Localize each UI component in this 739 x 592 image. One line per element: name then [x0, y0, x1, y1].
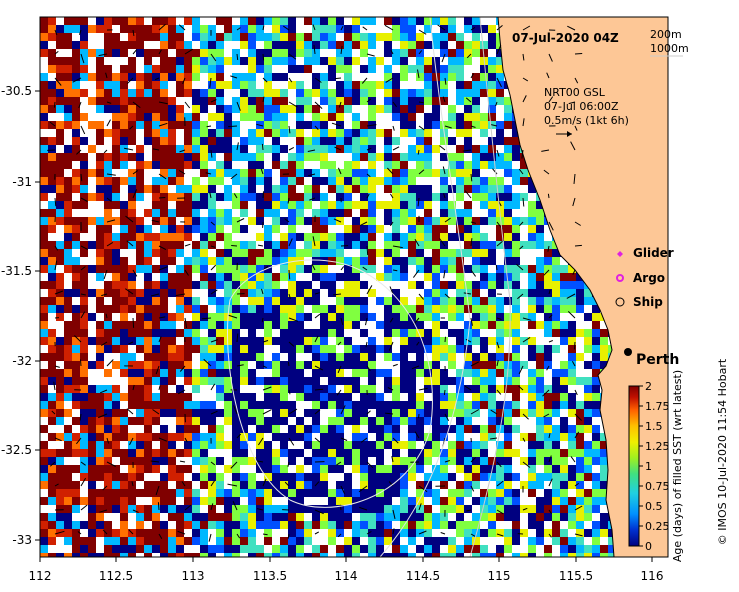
x-tick-label: 115.5	[559, 569, 593, 583]
city-marker-icon	[624, 348, 632, 356]
land-mass	[497, 17, 668, 557]
colorbar-tick-label: 0	[645, 540, 652, 553]
x-tick-label: 113	[182, 569, 205, 583]
current-scale-label: 0.5m/s (1kt 6h)	[544, 114, 629, 127]
argo-marker-icon	[616, 274, 624, 282]
x-tick-label: 114	[335, 569, 358, 583]
current-scale-arrow-head	[567, 131, 572, 137]
colorbar-tick-label: 0.5	[645, 500, 663, 513]
colorbar-label: Age (days) of filled SST (wrt latest)	[671, 370, 684, 562]
depth-legend-1000m: 1000m	[650, 42, 689, 55]
colorbar-tick-label: 0.25	[645, 520, 670, 533]
credit-label: © IMOS 10-Jul-2020 11:54 Hobart	[716, 358, 729, 545]
y-tick-label: -30.5	[1, 84, 32, 98]
y-tick-label: -31	[12, 175, 32, 189]
colorbar-ticks: 2 1.75 1.5 1.25 1 0.75 0.5 0.25 0	[639, 380, 670, 553]
sst-cell-layer	[40, 17, 616, 557]
y-tick-label: -32.5	[1, 443, 32, 457]
colorbar-tick-label: 1	[645, 460, 652, 473]
y-tick-label: -31.5	[1, 264, 32, 278]
contour-200m	[469, 17, 511, 557]
glider-marker-icon	[617, 251, 623, 257]
current-time-label: 07-Jul 06:00Z	[544, 100, 619, 113]
x-tick-label: 112	[29, 569, 52, 583]
x-tick-label: 115	[488, 569, 511, 583]
x-tick-label: 112.5	[99, 569, 133, 583]
colorbar	[628, 385, 640, 547]
legend-glider: Glider	[633, 246, 674, 260]
x-axis-ticks: 112 112.5 113 113.5 114 114.5 115 115.5 116	[29, 557, 664, 583]
colorbar-tick-label: 0.75	[645, 480, 670, 493]
ship-marker-icon	[615, 297, 625, 307]
y-tick-label: -32	[12, 354, 32, 368]
x-tick-label: 114.5	[406, 569, 440, 583]
plot-frame	[39, 16, 669, 558]
colorbar-tick-label: 1.75	[645, 400, 670, 413]
map-plot-area	[40, 17, 668, 557]
date-label: 07-Jul-2020 04Z	[512, 31, 619, 45]
contour-1000m	[379, 17, 471, 557]
depth-legend-200m: 200m	[650, 28, 682, 41]
x-tick-label: 116	[641, 569, 664, 583]
x-tick-label: 113.5	[253, 569, 287, 583]
current-vectors	[47, 23, 583, 542]
current-source-label: NRT00 GSL	[544, 86, 606, 99]
y-tick-label: -33	[12, 533, 32, 547]
colorbar-tick-label: 1.5	[645, 420, 663, 433]
colorbar-tick-label: 1.25	[645, 440, 670, 453]
colorbar-tick-label: 2	[645, 380, 652, 393]
eddy-contour	[227, 259, 433, 508]
legend-argo: Argo	[633, 271, 665, 285]
city-label: Perth	[636, 352, 679, 368]
legend-ship: Ship	[633, 295, 663, 309]
y-axis-ticks: -30.5 -31 -31.5 -32 -32.5 -33	[1, 84, 40, 547]
